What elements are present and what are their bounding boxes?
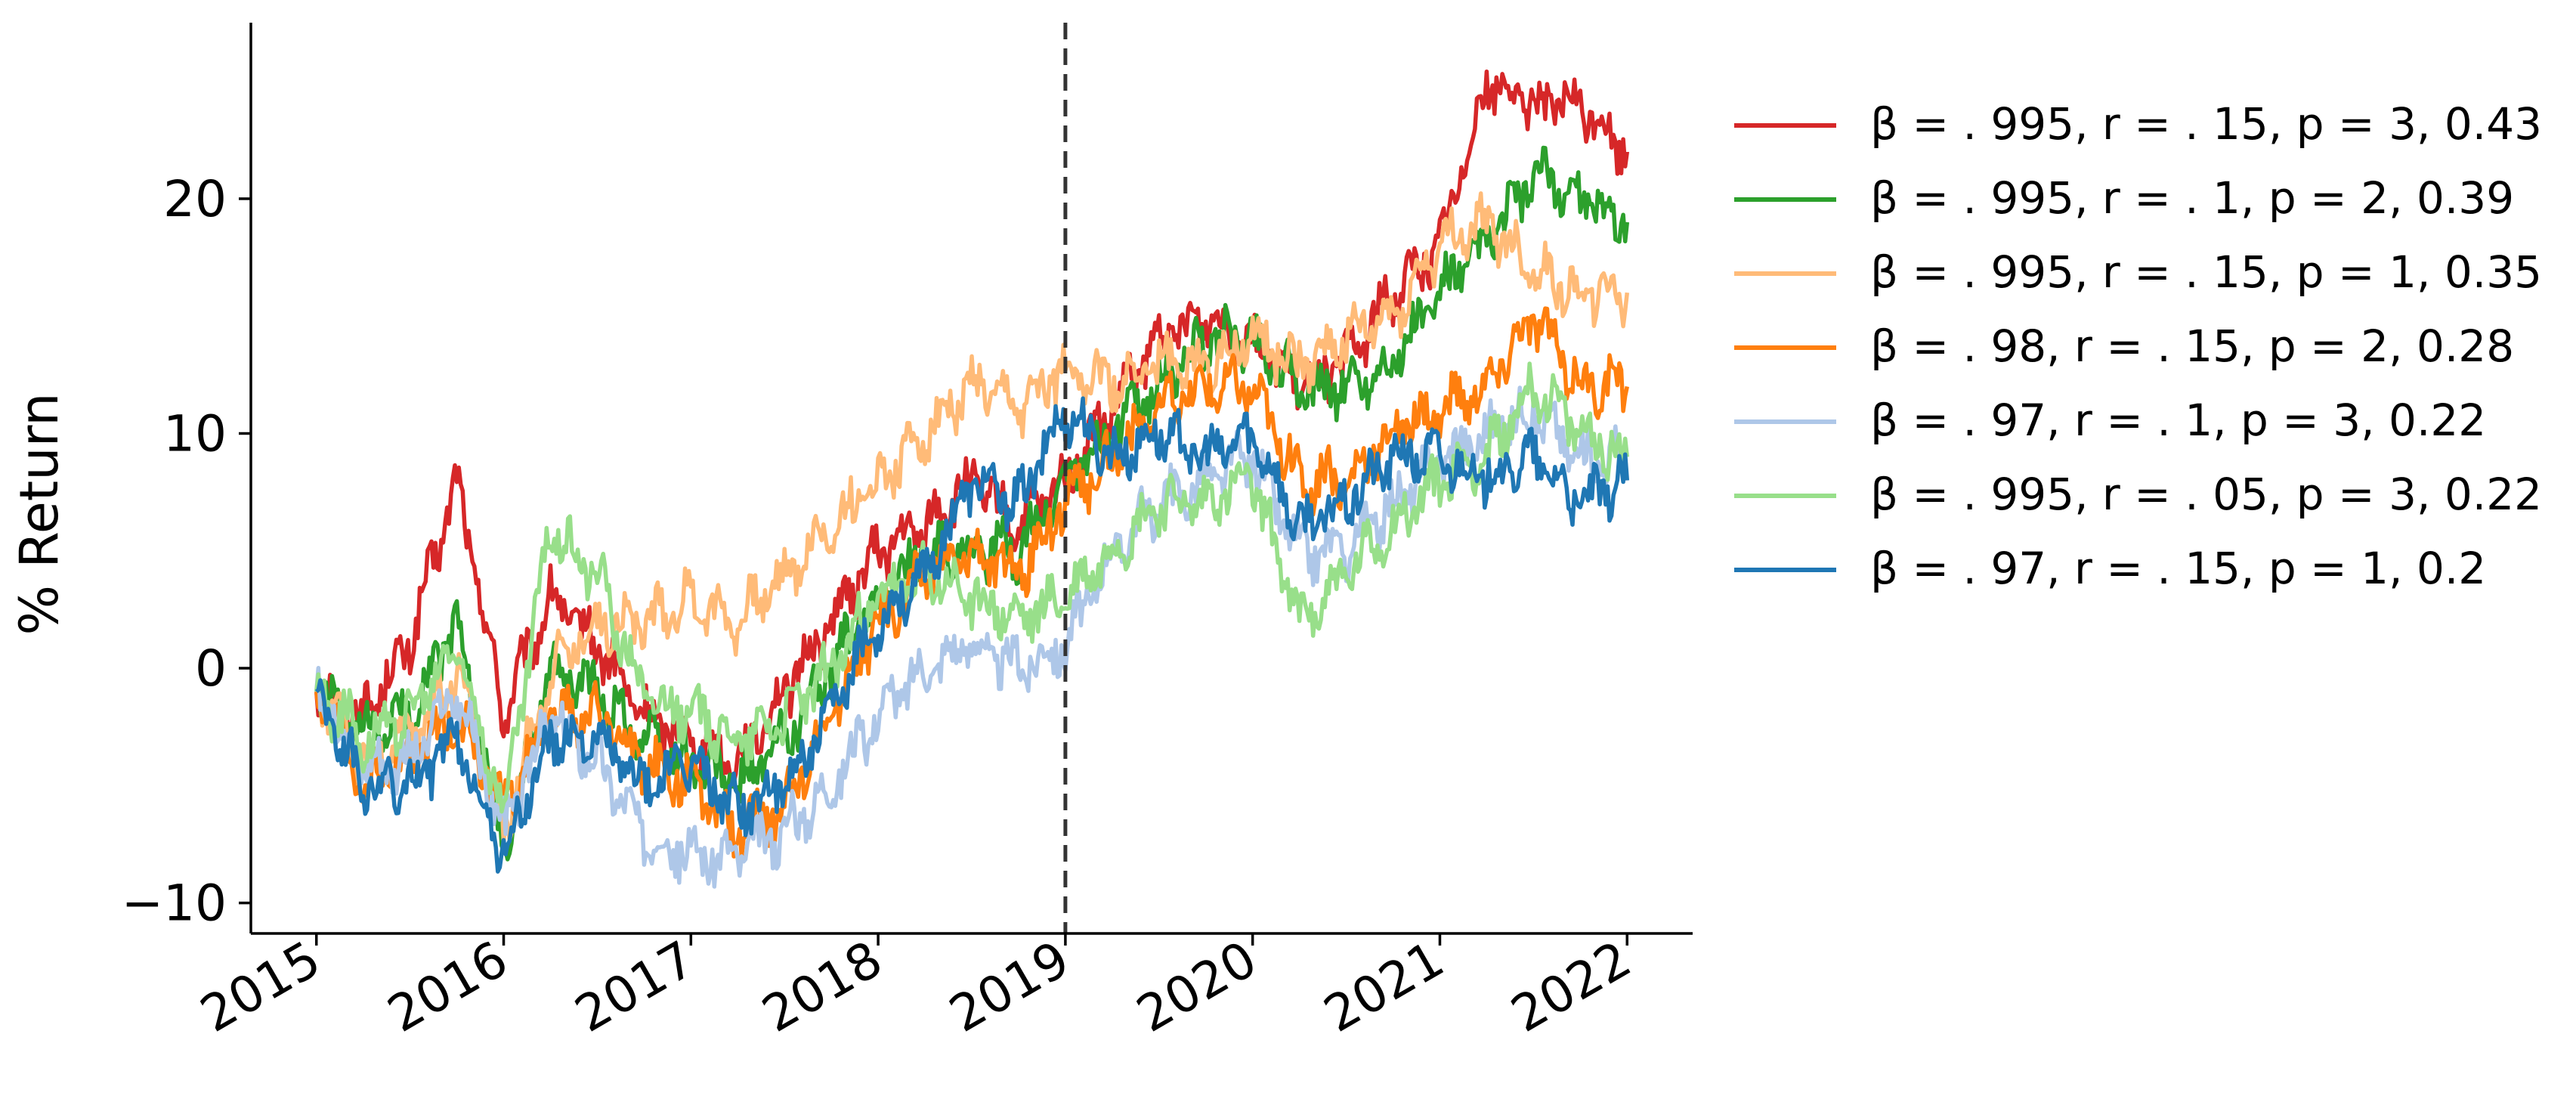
axes — [239, 23, 1693, 946]
y-tick-label: −10 — [122, 874, 227, 933]
legend-item: β = . 97, r = . 1, p = 3, 0.22 — [1734, 395, 2486, 446]
x-tick-label: 2015 — [191, 930, 330, 1044]
legend-item: β = . 995, r = . 1, p = 2, 0.39 — [1734, 172, 2514, 224]
legend-label: β = . 98, r = . 15, p = 2, 0.28 — [1870, 320, 2514, 372]
legend-label: β = . 995, r = . 05, p = 3, 0.22 — [1870, 469, 2542, 520]
series-line-7 — [314, 396, 1630, 874]
series-line-1 — [314, 69, 1630, 787]
legend-item: β = . 97, r = . 15, p = 1, 0.2 — [1734, 543, 2486, 594]
x-tick-label: 2021 — [1315, 930, 1454, 1044]
x-tick-label: 2019 — [940, 930, 1079, 1044]
y-tick-label: 20 — [163, 170, 227, 228]
legend-label: β = . 97, r = . 15, p = 1, 0.2 — [1870, 543, 2486, 594]
x-tick-label: 2022 — [1501, 930, 1641, 1044]
x-tick-label: 2020 — [1127, 930, 1266, 1044]
series-line-4 — [314, 306, 1629, 859]
legend-item: β = . 995, r = . 15, p = 3, 0.43 — [1734, 98, 2542, 150]
y-tick-label: 0 — [195, 639, 227, 698]
legend-label: β = . 995, r = . 15, p = 1, 0.35 — [1870, 246, 2542, 298]
legend-label: β = . 995, r = . 1, p = 2, 0.39 — [1870, 172, 2514, 224]
legend-item: β = . 98, r = . 15, p = 2, 0.28 — [1734, 320, 2514, 372]
y-tick-label: 10 — [163, 404, 227, 463]
legend: β = . 995, r = . 15, p = 3, 0.43 β = . 99… — [1734, 98, 2542, 594]
x-tick-label: 2017 — [565, 930, 704, 1044]
x-tick-label: 2018 — [753, 930, 892, 1044]
legend-label: β = . 995, r = . 15, p = 3, 0.43 — [1870, 98, 2542, 150]
legend-item: β = . 995, r = . 05, p = 3, 0.22 — [1734, 469, 2542, 520]
series-line-3 — [314, 191, 1630, 847]
series-line-5 — [314, 385, 1629, 889]
series-line-6 — [314, 361, 1630, 814]
legend-label: β = . 97, r = . 1, p = 3, 0.22 — [1870, 395, 2486, 446]
series-lines — [314, 69, 1630, 889]
y-axis-title: % Return — [8, 392, 70, 635]
legend-item: β = . 995, r = . 15, p = 1, 0.35 — [1734, 246, 2542, 298]
x-tick-label: 2016 — [379, 930, 518, 1044]
